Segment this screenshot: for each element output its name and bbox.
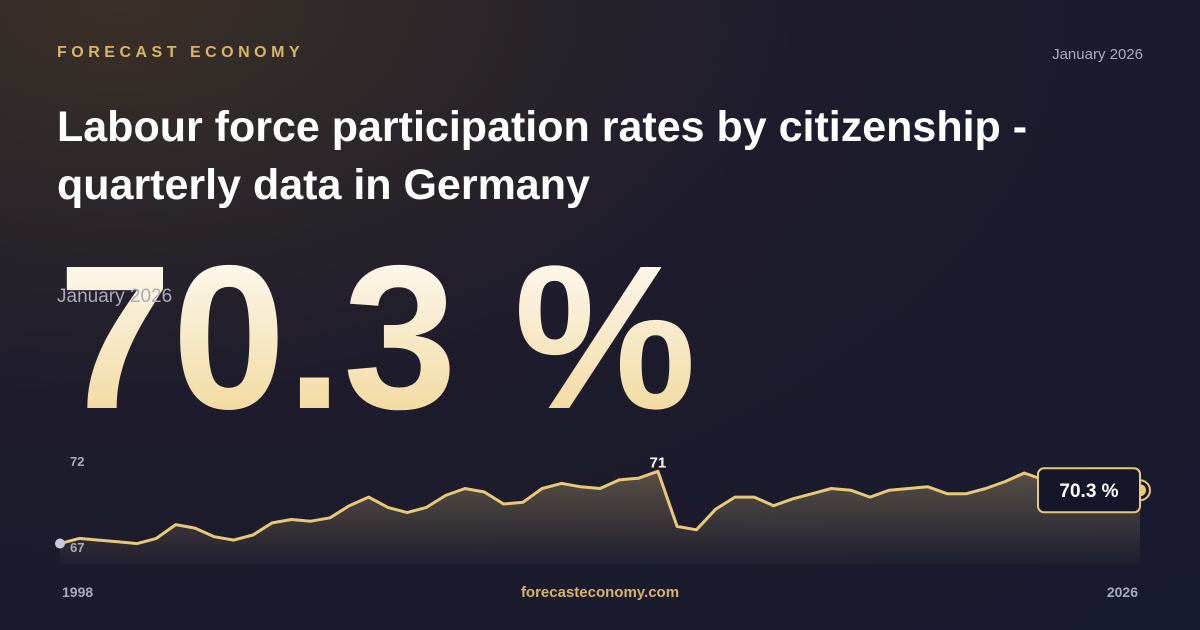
footer: forecasteconomy.com: [520, 584, 680, 601]
value-label-box: [1037, 467, 1141, 514]
headline: 70.3 %: [58, 223, 696, 452]
date: January 2026: [1052, 46, 1143, 63]
title: Labour force participation rates by citi…: [57, 103, 1028, 209]
x-tick-label: 1998: [62, 584, 93, 600]
value-label: 71: [650, 454, 667, 471]
line: [59, 469, 1141, 546]
headline-date: January 2026: [57, 286, 172, 307]
area: [60, 471, 1140, 565]
value-label: 70.3 %: [1059, 481, 1118, 502]
start-point: [55, 538, 65, 549]
x-tick-label: 2026: [1107, 584, 1138, 600]
brand: FORECAST ECONOMY: [57, 44, 305, 61]
y-tick-label: 72: [70, 454, 84, 469]
